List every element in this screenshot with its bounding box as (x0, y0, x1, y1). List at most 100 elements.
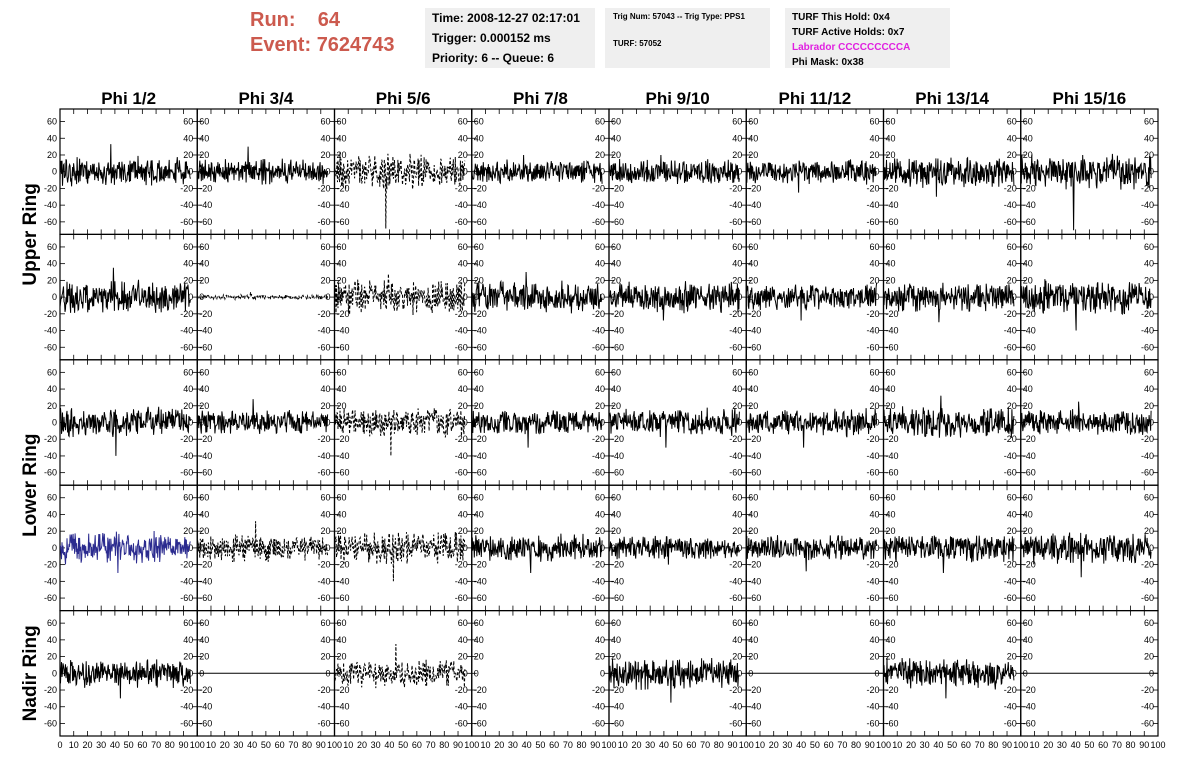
x-tick-label: 40 (933, 740, 943, 750)
y-tick-label-right: 0 (874, 292, 879, 302)
y-tick-label: 60 (748, 242, 758, 252)
y-tick-label-right: 60 (458, 117, 468, 127)
y-tick-label-right: 20 (1007, 401, 1017, 411)
y-tick-label: 60 (748, 117, 758, 127)
x-tick-label: 20 (631, 740, 641, 750)
x-tick-label: 80 (165, 740, 175, 750)
y-tick-label-right: 20 (458, 275, 468, 285)
y-tick-label-right: -40 (455, 451, 468, 461)
y-tick-label: -20 (748, 309, 761, 319)
y-tick-label: 0 (474, 418, 479, 428)
y-tick-label-right: 20 (1144, 526, 1154, 536)
y-tick-label: 40 (199, 509, 209, 519)
y-tick-label-right: 20 (869, 526, 879, 536)
y-tick-label-right: -20 (180, 685, 193, 695)
y-tick-label-right: 40 (320, 509, 330, 519)
y-tick-label-right: -60 (866, 342, 879, 352)
y-tick-label: 40 (1023, 259, 1033, 269)
y-tick-label: 40 (1023, 384, 1033, 394)
x-tick-label: 100 (739, 740, 754, 750)
y-tick-label: -20 (611, 685, 624, 695)
y-tick-label: 20 (337, 526, 347, 536)
y-tick-label-right: 40 (869, 509, 879, 519)
turf-active-holds-text: TURF Active Holds: 0x7 (792, 27, 905, 38)
y-tick-label-right: 40 (320, 384, 330, 394)
y-tick-label-right: 0 (325, 418, 330, 428)
x-tick-label: 40 (796, 740, 806, 750)
y-tick-label: 40 (748, 384, 758, 394)
y-tick-label: -20 (199, 685, 212, 695)
column-title: Phi 9/10 (645, 89, 709, 108)
y-tick-label-right: 60 (732, 367, 742, 377)
y-tick-label-right: 40 (732, 384, 742, 394)
y-tick-label: 40 (474, 133, 484, 143)
x-tick-label: 80 (1126, 740, 1136, 750)
y-tick-label-right: -60 (455, 593, 468, 603)
y-tick-label-right: 60 (458, 367, 468, 377)
y-tick-label-right: -60 (180, 718, 193, 728)
panel-frame (471, 609, 610, 737)
y-tick-label: 60 (611, 618, 621, 628)
y-tick-label-right: -20 (180, 183, 193, 193)
x-tick-label: 60 (275, 740, 285, 750)
y-tick-label-right: 60 (869, 367, 879, 377)
y-tick-label: -40 (44, 200, 57, 210)
y-tick-label-right: -20 (729, 685, 742, 695)
y-tick-label: 40 (886, 635, 896, 645)
y-tick-label: -40 (748, 576, 761, 586)
y-tick-label-right: 0 (874, 543, 879, 553)
x-tick-label: 70 (837, 740, 847, 750)
y-tick-label: -40 (44, 576, 57, 586)
run-row: Run: 64 (250, 8, 420, 33)
y-tick-label: -60 (611, 217, 624, 227)
y-tick-label: 60 (1023, 618, 1033, 628)
y-tick-label-right: 20 (732, 652, 742, 662)
y-tick-label: -40 (611, 576, 624, 586)
y-tick-label: 40 (474, 259, 484, 269)
y-tick-label: -20 (611, 434, 624, 444)
x-tick-label: 40 (110, 740, 120, 750)
y-tick-label-right: 0 (600, 668, 605, 678)
y-tick-label-right: -20 (592, 685, 605, 695)
y-tick-label-right: 60 (869, 242, 879, 252)
y-tick-label: -60 (748, 468, 761, 478)
y-tick-label: 0 (52, 292, 57, 302)
y-tick-label-right: 40 (595, 509, 605, 519)
y-tick-label: 0 (886, 167, 891, 177)
x-tick-label: 70 (975, 740, 985, 750)
y-tick-label-right: 20 (1007, 526, 1017, 536)
y-tick-label-right: 0 (600, 167, 605, 177)
trig-num-text: Trig Num: 57043 -- Trig Type: PPS1 (613, 12, 745, 21)
x-tick-label: 60 (824, 740, 834, 750)
x-tick-label: 80 (714, 740, 724, 750)
time-text: Time: 2008-12-27 02:17:01 (432, 11, 580, 25)
waveform-trace (334, 273, 466, 316)
y-tick-label: -40 (886, 451, 899, 461)
y-tick-label-right: 60 (732, 493, 742, 503)
y-tick-label-right: 40 (458, 635, 468, 645)
y-tick-label: -60 (44, 593, 57, 603)
y-tick-label-right: 0 (188, 543, 193, 553)
y-tick-label: -20 (337, 685, 350, 695)
y-tick-label: -40 (337, 200, 350, 210)
x-tick-label: 60 (961, 740, 971, 750)
y-tick-label-right: 40 (320, 259, 330, 269)
y-tick-label: 0 (337, 167, 342, 177)
waveform-trace (334, 407, 466, 456)
y-tick-label: -20 (337, 434, 350, 444)
y-tick-label: 60 (47, 618, 57, 628)
y-tick-label-right: 60 (320, 367, 330, 377)
y-tick-label-right: -60 (1004, 468, 1017, 478)
y-tick-label: 60 (611, 242, 621, 252)
y-tick-label: -40 (1023, 451, 1036, 461)
y-tick-label-right: -20 (866, 309, 879, 319)
y-tick-label: -20 (474, 434, 487, 444)
waveform-trace (196, 521, 329, 563)
y-tick-label: 20 (337, 652, 347, 662)
y-tick-label: -20 (474, 685, 487, 695)
y-tick-label-right: -20 (729, 183, 742, 193)
y-tick-label-right: 20 (595, 526, 605, 536)
x-tick-label: 90 (590, 740, 600, 750)
y-tick-label: 60 (1023, 367, 1033, 377)
y-tick-label-right: -20 (455, 560, 468, 570)
